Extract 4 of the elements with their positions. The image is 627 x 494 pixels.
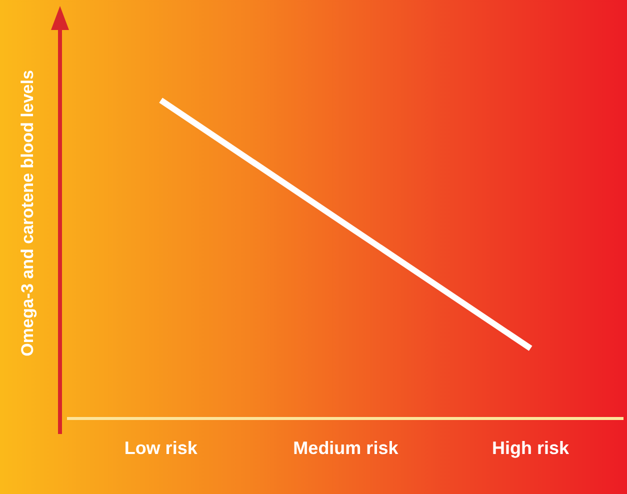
x-tick-label: Low risk (124, 438, 198, 458)
y-axis-title: Omega-3 and carotene blood levels (18, 70, 37, 356)
x-tick-label: Medium risk (293, 438, 400, 458)
x-tick-label: High risk (492, 438, 570, 458)
